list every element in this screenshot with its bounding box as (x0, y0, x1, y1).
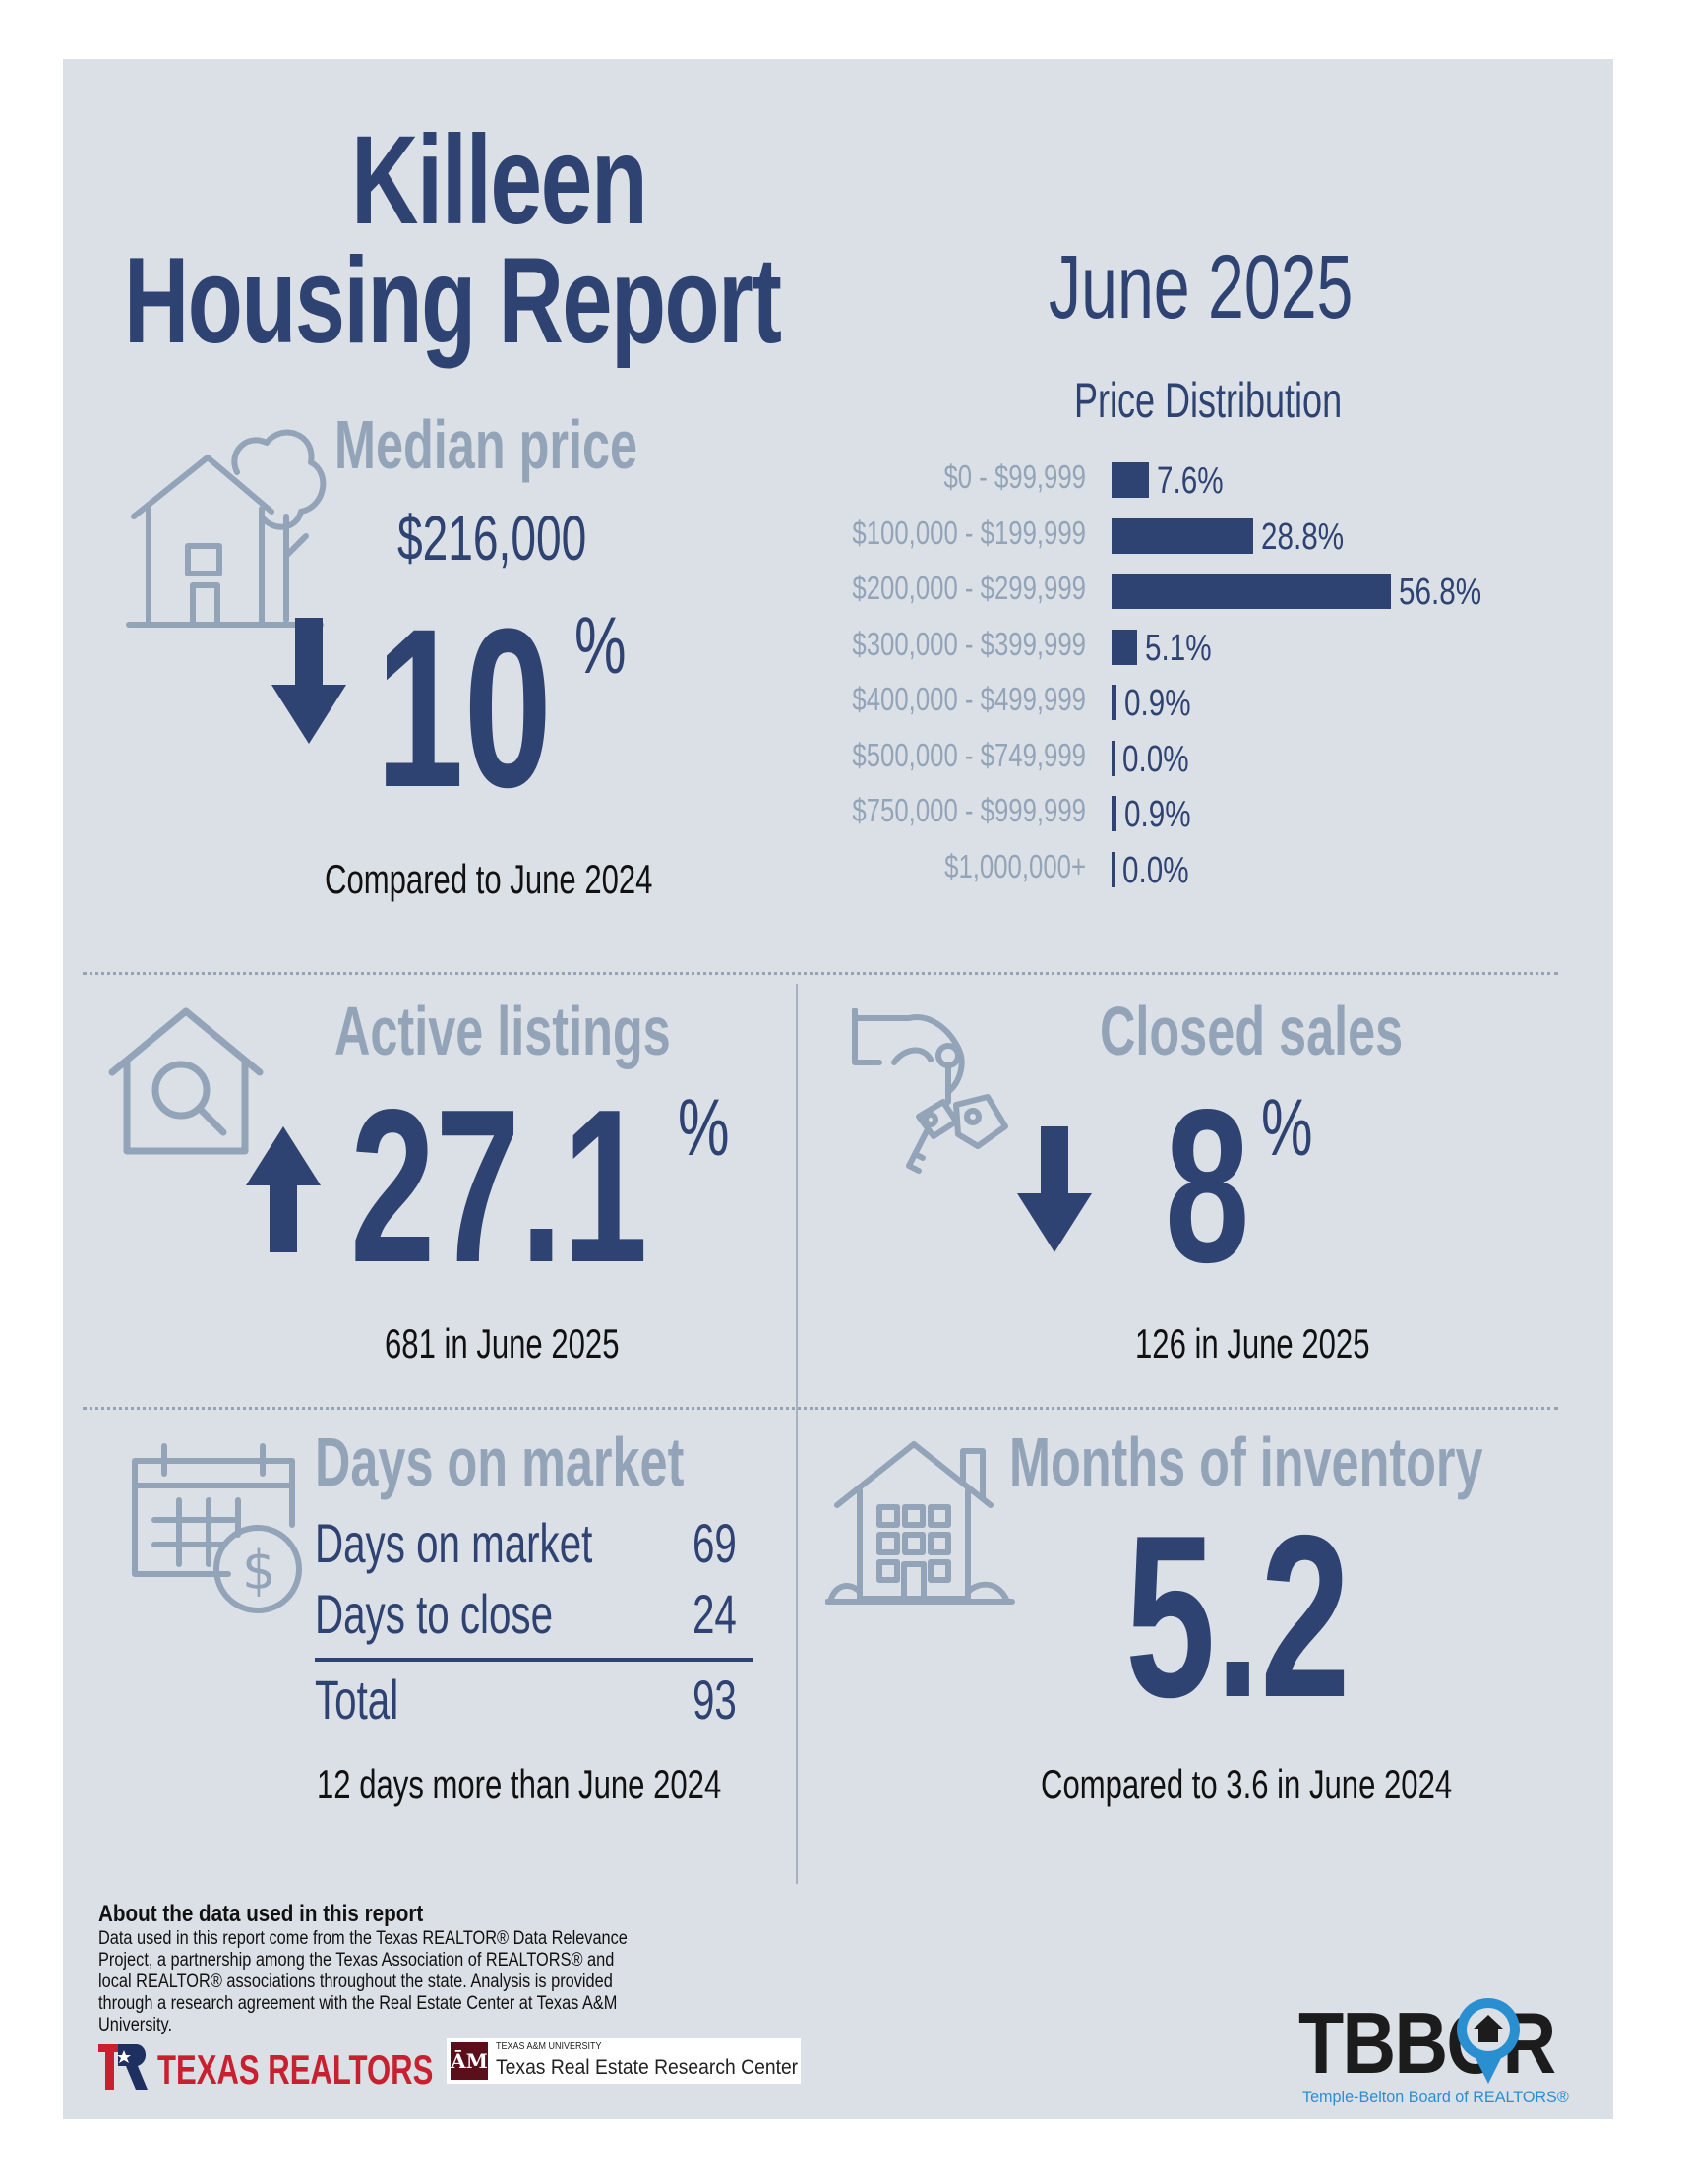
months-inventory-heading: Months of inventory (1009, 1424, 1483, 1500)
house-tree-icon (126, 429, 327, 628)
price-distribution-value: 0.0% (1122, 849, 1189, 891)
closed-sales-caption: 126 in June 2025 (1135, 1320, 1370, 1366)
tamu-center-text: Texas Real Estate Research Center (496, 2056, 799, 2079)
about-heading: About the data used in this report (98, 1901, 424, 1927)
about-text: Data used in this report come from the T… (98, 1928, 628, 2035)
price-distribution-bar (1112, 629, 1137, 665)
texas-realtors-text: TEXAS REALTORS (157, 2046, 434, 2093)
calendar-dollar-icon: $ (132, 1443, 302, 1613)
closed-sales-heading: Closed sales (1100, 993, 1404, 1069)
price-distribution-bar (1112, 517, 1253, 554)
dom-row-label-2: Days to close (315, 1583, 554, 1645)
report-card: Killeen Housing Report June 2025 Median … (63, 59, 1613, 2119)
dom-total-label: Total (315, 1668, 399, 1730)
dom-total-rule (315, 1658, 753, 1662)
svg-text:$: $ (242, 1540, 275, 1602)
active-listings-change: 27.1 (350, 1064, 648, 1308)
report-period: June 2025 (1049, 237, 1354, 337)
house-magnifier-icon (108, 1007, 264, 1155)
days-on-market-heading: Days on market (315, 1424, 685, 1500)
median-price-percent: % (574, 601, 627, 691)
price-range-label: $100,000 - $199,999 (852, 514, 1086, 551)
dom-row-value-2: 24 (693, 1583, 737, 1645)
price-distribution-bar (1112, 462, 1149, 498)
price-distribution-bar (1112, 685, 1116, 720)
price-distribution-value: 28.8% (1261, 516, 1345, 558)
price-range-label: $200,000 - $299,999 (852, 570, 1086, 606)
city-title: Killeen (351, 110, 648, 251)
months-inventory-value: 5.2 (1125, 1486, 1351, 1745)
price-distribution-bar (1112, 574, 1391, 609)
median-price-change: 10 (376, 581, 553, 834)
tamu-logo: ĀM TEXAS A&M UNIVERSITY Texas Real Estat… (447, 2038, 801, 2084)
dom-row-value-1: 69 (693, 1512, 737, 1574)
price-distribution-bar (1112, 796, 1116, 831)
price-distribution-value: 0.9% (1123, 794, 1191, 835)
apartment-building-icon (825, 1441, 1015, 1605)
texas-realtors-logo: TEXAS REALTORS (98, 2044, 433, 2093)
report-title: Housing Report (124, 233, 782, 369)
divider-vertical (796, 984, 798, 1884)
price-distribution-value: 0.9% (1123, 683, 1191, 724)
median-price-comparison: Compared to June 2024 (325, 856, 653, 902)
tbbor-logo: TBBOR Temple-Belton Board of REALTORS® (1298, 1993, 1594, 2111)
arrow-up-icon (246, 1126, 321, 1252)
price-range-label: $0 - $99,999 (943, 458, 1086, 495)
closed-sales-percent: % (1261, 1083, 1313, 1173)
price-distribution-bar (1112, 851, 1115, 887)
median-price-value: $216,000 (397, 503, 587, 574)
price-range-label: $1,000,000+ (944, 847, 1086, 884)
active-listings-percent: % (678, 1083, 730, 1173)
tbbor-tagline: Temple-Belton Board of REALTORS® (1302, 2088, 1569, 2106)
median-price-heading: Median price (334, 406, 638, 483)
price-distribution-value: 5.1% (1144, 627, 1212, 669)
price-distribution-value: 56.8% (1399, 572, 1482, 613)
hand-keys-icon (852, 1008, 1008, 1174)
active-listings-caption: 681 in June 2025 (385, 1320, 620, 1366)
price-range-label: $750,000 - $999,999 (852, 792, 1086, 828)
price-distribution-value: 0.0% (1122, 738, 1189, 780)
price-range-label: $400,000 - $499,999 (852, 681, 1086, 717)
active-listings-heading: Active listings (334, 993, 671, 1069)
price-distribution-title: Price Distribution (1074, 373, 1343, 428)
price-range-label: $300,000 - $399,999 (852, 625, 1086, 662)
days-on-market-caption: 12 days more than June 2024 (317, 1761, 722, 1807)
divider-top (83, 972, 1558, 975)
closed-sales-change: 8 (1165, 1064, 1250, 1308)
tamu-small-text: TEXAS A&M UNIVERSITY (496, 2041, 602, 2052)
tbbor-pin-icon (1457, 1998, 1520, 2084)
divider-middle (83, 1407, 1558, 1410)
price-distribution-chart: $0 - $99,999 7.6% $100,000 - $199,999 28.8%… (63, 59, 1613, 944)
months-inventory-caption: Compared to 3.6 in June 2024 (1041, 1761, 1453, 1807)
arrow-down-icon (1017, 1126, 1092, 1252)
dom-row-label-1: Days on market (315, 1512, 593, 1574)
tamu-mark-icon: ĀM (451, 2042, 488, 2080)
price-range-label: $500,000 - $749,999 (852, 736, 1086, 773)
price-distribution-bar (1112, 740, 1115, 776)
dom-total-value: 93 (693, 1668, 737, 1730)
price-distribution-value: 7.6% (1157, 460, 1224, 502)
arrow-down-icon (271, 618, 346, 744)
texas-realtors-mark-icon (98, 2044, 148, 2090)
